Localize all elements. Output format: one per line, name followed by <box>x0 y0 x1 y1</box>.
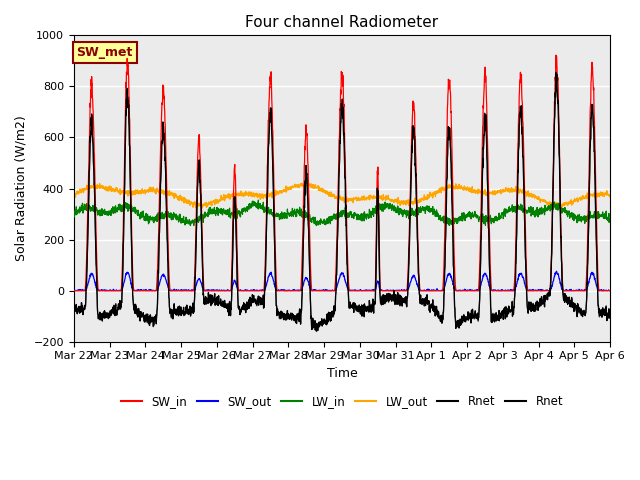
Text: SW_met: SW_met <box>76 46 133 59</box>
LW_in <box>498 210 506 216</box>
LW_out <box>302 180 310 186</box>
Line: Rnet: Rnet <box>74 73 610 331</box>
Rnet <box>559 292 567 298</box>
LW_out <box>574 198 582 204</box>
LW_in <box>559 206 567 212</box>
SW_in <box>220 288 227 294</box>
Rnet <box>574 306 582 312</box>
LW_in <box>574 214 582 220</box>
LW_in <box>358 211 365 217</box>
SW_out <box>220 287 227 293</box>
SW_out <box>358 288 365 294</box>
Rnet <box>498 311 506 316</box>
LW_out <box>498 189 506 195</box>
SW_out <box>574 288 582 294</box>
LW_out <box>559 201 567 207</box>
Line: Rnet: Rnet <box>74 72 610 332</box>
Rnet <box>313 329 321 335</box>
Line: SW_in: SW_in <box>74 55 610 291</box>
LW_out <box>358 197 365 203</box>
LW_in <box>606 216 614 222</box>
LW_out <box>198 205 206 211</box>
Rnet <box>220 302 227 308</box>
Legend: SW_in, SW_out, LW_in, LW_out, Rnet, Rnet: SW_in, SW_out, LW_in, LW_out, Rnet, Rnet <box>116 391 568 413</box>
Rnet <box>552 69 560 75</box>
LW_out <box>369 194 377 200</box>
SW_in <box>552 52 560 58</box>
X-axis label: Time: Time <box>326 367 357 380</box>
Rnet <box>552 70 560 76</box>
SW_in <box>498 288 506 294</box>
Rnet <box>606 311 614 316</box>
Rnet <box>559 292 567 298</box>
SW_out <box>552 268 560 274</box>
Line: SW_out: SW_out <box>74 271 610 291</box>
LW_in <box>220 206 227 212</box>
Rnet <box>358 308 365 314</box>
LW_in <box>369 213 377 218</box>
Line: LW_in: LW_in <box>74 200 610 226</box>
SW_out <box>559 288 567 294</box>
Rnet <box>70 311 77 317</box>
Rnet <box>369 309 377 314</box>
SW_in <box>606 288 614 294</box>
SW_out <box>70 288 78 294</box>
Rnet <box>606 310 614 316</box>
SW_out <box>498 288 506 293</box>
SW_out <box>606 288 614 294</box>
Title: Four channel Radiometer: Four channel Radiometer <box>245 15 438 30</box>
SW_out <box>70 287 77 293</box>
LW_in <box>70 214 77 219</box>
SW_in <box>70 288 77 294</box>
SW_in <box>369 288 377 294</box>
SW_out <box>369 287 377 292</box>
LW_out <box>220 195 227 201</box>
LW_out <box>606 194 614 200</box>
Rnet <box>574 306 582 312</box>
Rnet <box>358 308 365 314</box>
Y-axis label: Solar Radiation (W/m2): Solar Radiation (W/m2) <box>15 116 28 262</box>
LW_in <box>186 223 194 228</box>
SW_in <box>357 288 365 294</box>
Line: LW_out: LW_out <box>74 183 610 208</box>
LW_in <box>255 197 262 203</box>
Rnet <box>369 308 377 314</box>
Rnet <box>220 301 227 307</box>
Rnet <box>70 310 77 316</box>
Rnet <box>313 328 321 334</box>
Rnet <box>498 311 506 317</box>
SW_in <box>574 288 582 294</box>
LW_out <box>70 192 77 197</box>
SW_in <box>559 286 567 292</box>
